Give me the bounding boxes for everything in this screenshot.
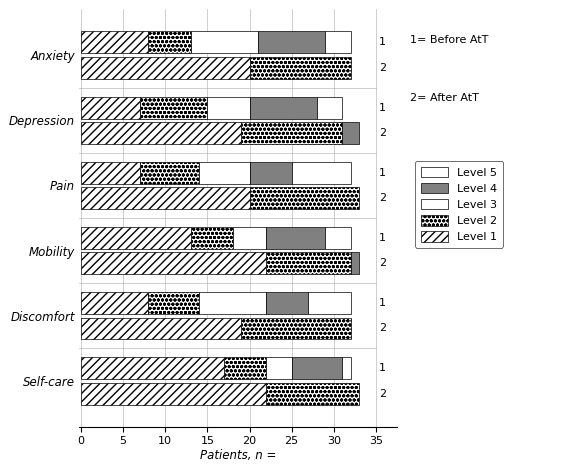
Bar bbox=[81, 252, 266, 274]
Bar bbox=[350, 252, 359, 274]
Bar bbox=[266, 357, 291, 379]
Bar bbox=[81, 357, 224, 379]
Bar bbox=[81, 31, 149, 54]
Bar bbox=[81, 187, 249, 209]
Text: 2: 2 bbox=[379, 193, 386, 203]
Bar bbox=[317, 97, 342, 118]
Bar bbox=[199, 292, 266, 314]
Bar bbox=[266, 227, 325, 249]
Bar bbox=[81, 97, 140, 118]
X-axis label: Patients, n =: Patients, n = bbox=[200, 449, 276, 462]
Bar bbox=[199, 162, 249, 184]
Text: 2: 2 bbox=[379, 389, 386, 399]
Bar bbox=[81, 292, 149, 314]
Text: 1: 1 bbox=[379, 298, 386, 308]
Text: 1: 1 bbox=[379, 233, 386, 243]
Text: 2: 2 bbox=[379, 323, 386, 334]
Bar bbox=[249, 57, 350, 79]
Bar bbox=[266, 252, 350, 274]
Bar bbox=[291, 357, 342, 379]
Text: 1: 1 bbox=[379, 37, 386, 47]
Text: 2: 2 bbox=[379, 128, 386, 138]
Bar bbox=[208, 97, 249, 118]
Bar bbox=[81, 122, 241, 144]
Bar bbox=[241, 318, 350, 339]
Text: 1: 1 bbox=[379, 102, 386, 113]
Bar bbox=[325, 31, 350, 54]
Text: 1: 1 bbox=[379, 363, 386, 374]
Bar bbox=[140, 97, 208, 118]
Bar bbox=[191, 31, 258, 54]
Bar bbox=[81, 227, 191, 249]
Bar bbox=[81, 383, 266, 405]
Legend: Level 5, Level 4, Level 3, Level 2, Level 1: Level 5, Level 4, Level 3, Level 2, Leve… bbox=[415, 161, 503, 248]
Bar bbox=[191, 227, 232, 249]
Text: 2: 2 bbox=[379, 63, 386, 73]
Text: 1: 1 bbox=[379, 168, 386, 178]
Bar bbox=[241, 122, 342, 144]
Bar bbox=[140, 162, 199, 184]
Bar bbox=[81, 318, 241, 339]
Bar bbox=[291, 162, 350, 184]
Text: 2= After AtT: 2= After AtT bbox=[409, 93, 479, 103]
Text: 2: 2 bbox=[379, 258, 386, 268]
Bar bbox=[249, 97, 317, 118]
Bar bbox=[249, 187, 359, 209]
Bar bbox=[342, 357, 350, 379]
Bar bbox=[81, 57, 249, 79]
Bar bbox=[266, 383, 359, 405]
Bar bbox=[149, 292, 199, 314]
Bar bbox=[258, 31, 325, 54]
Bar bbox=[249, 162, 291, 184]
Bar bbox=[342, 122, 359, 144]
Text: 1= Before AtT: 1= Before AtT bbox=[409, 35, 488, 45]
Bar bbox=[308, 292, 350, 314]
Bar bbox=[232, 227, 266, 249]
Bar bbox=[81, 162, 140, 184]
Bar bbox=[224, 357, 266, 379]
Bar bbox=[325, 227, 350, 249]
Bar bbox=[149, 31, 191, 54]
Bar bbox=[266, 292, 308, 314]
